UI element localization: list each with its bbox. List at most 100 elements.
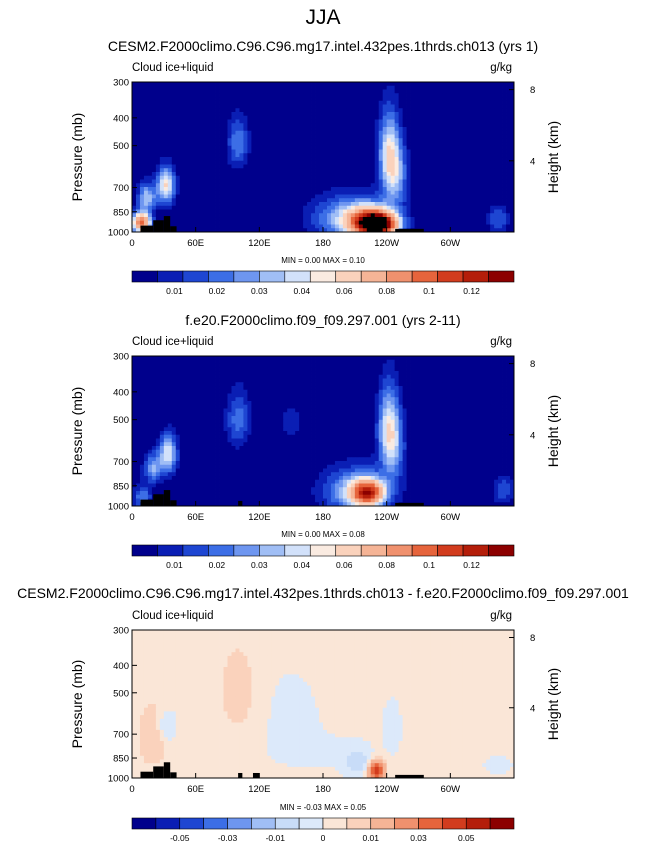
field-cell (299, 183, 304, 188)
field-cell (275, 224, 280, 229)
field-cell (275, 382, 280, 387)
field-cell (390, 138, 396, 143)
field-cell (362, 108, 368, 113)
field-cell (207, 153, 212, 158)
field-cell (187, 202, 193, 207)
field-cell (338, 371, 344, 376)
field-cell (203, 82, 209, 87)
field-cell (199, 213, 205, 218)
field-cell (466, 367, 471, 372)
field-cell (231, 190, 236, 195)
field-cell (179, 160, 185, 165)
field-cell (478, 175, 483, 180)
field-cell (175, 89, 181, 94)
field-cell (255, 149, 260, 154)
field-cell (275, 359, 280, 364)
panel-2-title: f.e20.F2000climo.f09_f09.297.001 (yrs 2-… (185, 312, 460, 328)
field-cell (283, 164, 288, 169)
field-cell (179, 382, 185, 387)
field-cell (243, 168, 248, 173)
field-cell (219, 149, 224, 154)
field-cell (490, 213, 495, 218)
field-cell (239, 149, 244, 154)
field-cell (442, 100, 447, 105)
field-cell (247, 85, 252, 90)
field-cell (167, 183, 173, 188)
field-cell (259, 363, 264, 368)
field-cell (414, 217, 419, 222)
field-cell (482, 359, 487, 364)
field-cell (446, 100, 451, 105)
field-cell (434, 104, 439, 109)
field-cell (510, 97, 515, 102)
field-cell (199, 397, 205, 402)
field-cell (271, 175, 276, 180)
field-cell (207, 108, 212, 113)
field-cell (243, 224, 248, 229)
field-cell (358, 386, 364, 391)
field-cell (366, 202, 372, 207)
y-axis-label: Pressure (mb) (69, 113, 85, 202)
field-cell (263, 145, 268, 150)
field-cell (446, 138, 451, 143)
field-cell (490, 85, 495, 90)
field-cell (263, 97, 268, 102)
field-cell (418, 359, 423, 364)
field-cell (442, 367, 447, 372)
field-cell (482, 82, 487, 87)
field-cell (195, 123, 201, 128)
field-cell (406, 168, 411, 173)
field-cell (171, 160, 177, 165)
field-cell (211, 389, 216, 394)
field-cell (362, 85, 368, 90)
field-cell (287, 382, 292, 387)
field-cell (414, 194, 419, 199)
field-cell (151, 89, 157, 94)
field-cell (311, 228, 316, 233)
field-cell (390, 205, 396, 210)
field-cell (315, 82, 320, 87)
field-cell (466, 145, 471, 150)
field-cell (470, 100, 475, 105)
field-cell (211, 224, 216, 229)
colorbar-label: 0.08 (378, 286, 395, 296)
field-cell (426, 356, 431, 361)
field-cell (346, 393, 352, 398)
field-cell (366, 367, 372, 372)
field-cell (219, 104, 224, 109)
field-cell (502, 179, 507, 184)
field-cell (474, 213, 479, 218)
field-cell (422, 363, 427, 368)
field-cell (139, 168, 145, 173)
field-cell (311, 356, 316, 361)
field-cell (159, 217, 165, 222)
field-cell (199, 115, 205, 120)
field-cell (167, 356, 173, 361)
field-cell (259, 220, 264, 225)
field-cell (410, 127, 415, 132)
field-cell (390, 359, 396, 364)
field-cell (474, 138, 479, 143)
field-cell (438, 130, 443, 135)
field-cell (259, 356, 264, 361)
field-cell (251, 142, 256, 147)
field-cell (446, 209, 451, 214)
field-cell (434, 115, 439, 120)
field-cell (307, 205, 312, 210)
field-cell (470, 172, 475, 177)
field-cell (167, 386, 173, 391)
field-cell (326, 187, 332, 192)
field-cell (155, 100, 161, 105)
field-cell (215, 367, 220, 372)
field-cell (474, 359, 479, 364)
field-cell (143, 112, 149, 117)
field-cell (454, 85, 459, 90)
field-cell (299, 217, 304, 222)
field-cell (450, 190, 455, 195)
field-cell (195, 202, 201, 207)
field-cell (319, 367, 324, 372)
field-cell (366, 209, 372, 214)
field-cell (147, 217, 153, 222)
field-cell (398, 145, 403, 150)
field-cell (132, 382, 137, 387)
